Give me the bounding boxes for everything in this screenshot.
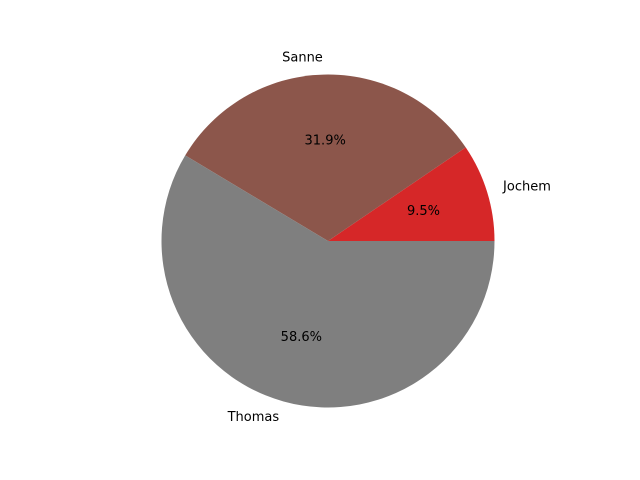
pie-slice-thomas <box>161 155 495 408</box>
slice-pct-jochem: 9.5% <box>407 204 440 219</box>
slice-label-thomas: Thomas <box>227 410 280 425</box>
slice-pct-thomas: 58.6% <box>281 330 322 345</box>
slice-pct-sanne: 31.9% <box>305 134 346 149</box>
pie-slices <box>161 74 495 408</box>
pie-slice-sanne <box>185 74 466 241</box>
pie-labels: Jochem 9.5% Sanne 31.9% Thomas 58.6% <box>227 50 551 425</box>
slice-label-jochem: Jochem <box>502 180 551 195</box>
slice-label-sanne: Sanne <box>282 50 323 65</box>
pie-slice-jochem <box>328 147 495 241</box>
